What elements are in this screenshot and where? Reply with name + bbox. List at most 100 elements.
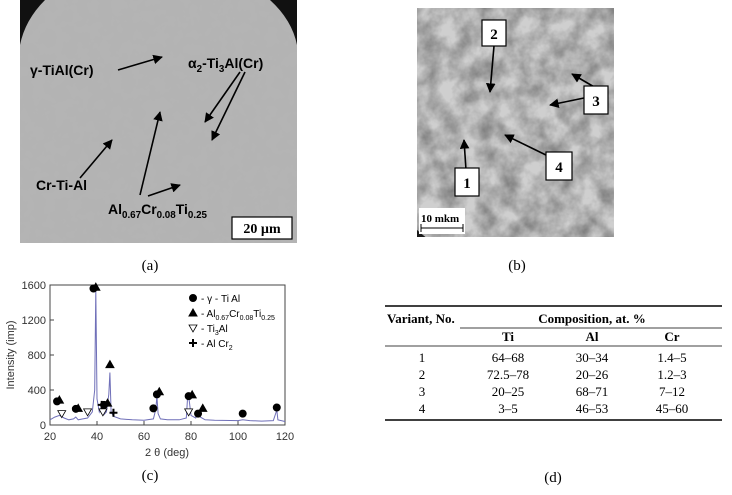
caption: (d) <box>544 470 562 486</box>
region-label: 4 <box>555 160 563 176</box>
phase-label: α2-Ti3Al(Cr) <box>188 55 263 75</box>
text-run: 0.08 <box>240 315 254 322</box>
region-label: 1 <box>463 176 471 192</box>
table-cell: 7–12 <box>659 384 685 399</box>
text-run: γ-TiAl(Cr) <box>30 62 94 78</box>
text-run: Cr-Ti-Al <box>36 177 87 193</box>
marker <box>57 410 67 419</box>
x-tick-label: 60 <box>138 431 150 443</box>
region-label: 3 <box>592 94 600 110</box>
marker <box>105 359 115 369</box>
caption: (b) <box>508 258 526 274</box>
caption: (a) <box>142 258 159 274</box>
phase-label: Cr-Ti-Al <box>36 177 87 193</box>
y-axis-label: Intensity (imp) <box>5 320 17 389</box>
marker <box>188 307 198 317</box>
text-run: Cr <box>229 309 240 320</box>
region-label: 2 <box>490 27 498 43</box>
table-cell: 64–68 <box>492 350 525 365</box>
marker <box>97 400 106 409</box>
text-run: - Al Cr <box>201 339 229 350</box>
text-run: 2 <box>197 64 203 75</box>
text-run: - Ti <box>201 324 215 335</box>
marker <box>98 408 108 417</box>
x-tick-label: 80 <box>185 431 197 443</box>
x-axis-label: 2 θ (deg) <box>145 447 189 459</box>
text-run: 2 <box>229 345 233 352</box>
marker <box>73 403 84 412</box>
x-tick-label: 120 <box>276 431 294 443</box>
text-run: 0.25 <box>261 315 275 322</box>
plot-frame <box>49 284 286 426</box>
table-cell: 68–71 <box>576 384 609 399</box>
table-cell: 20–25 <box>492 384 525 399</box>
marker <box>187 389 198 399</box>
scale-bar: 20 µm <box>243 222 281 237</box>
text-run: Ti <box>176 201 188 217</box>
text-run: -Ti <box>202 55 219 71</box>
legend-entry: - Ti3Al <box>201 324 228 337</box>
table-subheader: Cr <box>664 329 679 344</box>
table: Variant, No. Composition, at. % Ti Al Cr 1 6… <box>385 305 722 421</box>
text-run: Cr <box>141 201 157 217</box>
marker <box>189 294 197 302</box>
marker <box>189 339 197 347</box>
text-run: 0.25 <box>188 210 208 221</box>
x-tick-label: 40 <box>91 431 103 443</box>
text-run: 3 <box>219 64 225 75</box>
marker <box>238 409 247 418</box>
marker <box>272 403 281 412</box>
marker <box>188 324 198 333</box>
table-cell: 1 <box>419 350 426 365</box>
y-tick-label: 400 <box>28 385 46 397</box>
table-cell: 2 <box>419 367 426 382</box>
table-cell: 1.2–3 <box>657 367 686 382</box>
marker <box>197 403 208 412</box>
text-run: Al <box>219 324 228 335</box>
table-cell: 45–60 <box>656 401 689 416</box>
table-cell: 1.4–5 <box>657 350 686 365</box>
text-run: Al(Cr) <box>224 55 263 71</box>
table-header: Composition, at. % <box>538 311 646 326</box>
marker <box>82 408 93 417</box>
text-run: α <box>188 55 197 71</box>
caption: (c) <box>142 468 159 484</box>
table-cell: 46–53 <box>576 401 609 416</box>
table-subheader: Al <box>586 329 599 344</box>
marker <box>54 395 65 404</box>
phase-label: γ-TiAl(Cr) <box>30 62 94 78</box>
scale-bar: 10 mkm <box>421 213 459 225</box>
table-cell: 4 <box>419 401 426 416</box>
table-header: Variant, No. <box>387 311 455 326</box>
marker <box>149 404 158 413</box>
table-cell: 3–5 <box>498 401 518 416</box>
text-run: 0.08 <box>157 210 177 221</box>
text-run: 3 <box>215 330 219 337</box>
micrograph-b <box>417 8 614 237</box>
legend-entry: - Al0.67Cr0.08Ti0.25 <box>201 309 275 322</box>
marker <box>154 386 165 396</box>
table-cell: 72.5–78 <box>487 367 529 382</box>
table-cell: 30–34 <box>576 350 609 365</box>
spectrum-line <box>49 289 286 422</box>
text-run: 0.67 <box>215 315 229 322</box>
text-run: Al <box>108 201 122 217</box>
text-run: 0.67 <box>122 210 142 221</box>
y-tick-label: 800 <box>28 350 46 362</box>
legend-entry: - γ - Ti Al <box>201 294 240 305</box>
legend-entry: - Al Cr2 <box>201 339 233 352</box>
y-tick-label: 1200 <box>22 315 46 327</box>
table-subheader: Ti <box>502 329 514 344</box>
marker <box>183 408 194 417</box>
phase-label: Al0.67Cr0.08Ti0.25 <box>108 201 208 221</box>
table-cell: 3 <box>419 384 426 399</box>
x-tick-label: 20 <box>44 431 56 443</box>
x-tick-label: 100 <box>229 431 247 443</box>
y-tick-label: 1600 <box>22 280 46 292</box>
y-tick-label: 0 <box>40 420 46 432</box>
text-run: Ti <box>253 309 261 320</box>
text-run: - γ - Ti Al <box>201 294 240 305</box>
marker <box>109 408 118 417</box>
table-cell: 20–26 <box>576 367 609 382</box>
